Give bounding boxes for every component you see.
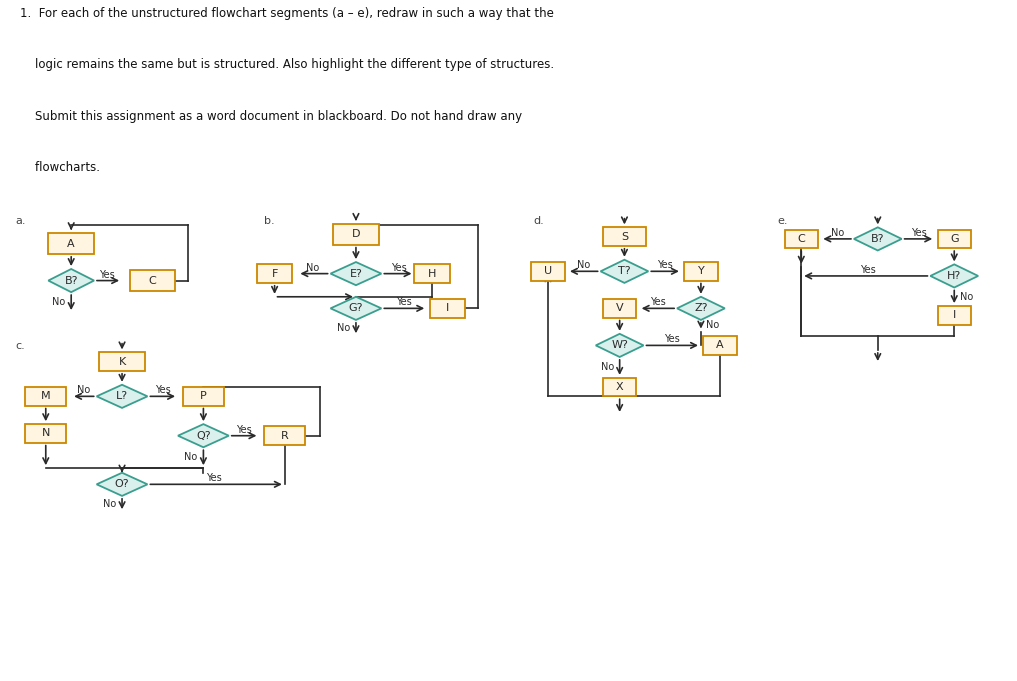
Text: No: No xyxy=(706,321,719,330)
Text: Submit this assignment as a word document in blackboard. Do not hand draw any: Submit this assignment as a word documen… xyxy=(20,110,523,123)
Text: flowcharts.: flowcharts. xyxy=(20,161,100,174)
FancyBboxPatch shape xyxy=(603,227,646,246)
Text: A: A xyxy=(67,238,75,249)
Text: D: D xyxy=(352,229,360,239)
Polygon shape xyxy=(97,473,147,496)
Text: No: No xyxy=(103,498,116,509)
Text: R: R xyxy=(281,430,289,441)
Text: Yes: Yes xyxy=(155,385,171,396)
Text: I: I xyxy=(445,303,450,313)
FancyBboxPatch shape xyxy=(684,262,718,281)
Text: G?: G? xyxy=(349,303,363,313)
Text: No: No xyxy=(831,228,844,238)
Text: Yes: Yes xyxy=(99,270,115,280)
Text: A: A xyxy=(716,340,724,351)
Text: logic remains the same but is structured. Also highlight the different type of s: logic remains the same but is structured… xyxy=(20,58,554,71)
FancyBboxPatch shape xyxy=(704,336,736,355)
Text: M: M xyxy=(41,392,51,401)
Text: Z?: Z? xyxy=(695,303,708,313)
Polygon shape xyxy=(596,334,644,357)
Text: Yes: Yes xyxy=(860,265,876,275)
FancyBboxPatch shape xyxy=(784,229,818,248)
Text: Yes: Yes xyxy=(664,334,680,345)
Text: O?: O? xyxy=(115,479,129,490)
FancyBboxPatch shape xyxy=(603,299,637,317)
Text: No: No xyxy=(306,263,319,272)
Text: No: No xyxy=(960,291,973,302)
Text: No: No xyxy=(184,452,197,462)
Polygon shape xyxy=(331,297,381,320)
FancyBboxPatch shape xyxy=(49,233,95,254)
FancyBboxPatch shape xyxy=(25,387,66,406)
Text: c.: c. xyxy=(15,340,25,351)
Text: P: P xyxy=(200,392,206,401)
FancyBboxPatch shape xyxy=(130,270,175,291)
Text: 1.  For each of the unstructured flowchart segments (a – e), redraw in such a wa: 1. For each of the unstructured flowchar… xyxy=(20,7,554,20)
FancyBboxPatch shape xyxy=(938,306,971,325)
Text: H: H xyxy=(428,268,436,279)
Polygon shape xyxy=(854,227,902,251)
Text: W?: W? xyxy=(611,340,629,351)
FancyBboxPatch shape xyxy=(415,264,451,283)
FancyBboxPatch shape xyxy=(938,229,971,248)
FancyBboxPatch shape xyxy=(264,426,305,445)
Text: No: No xyxy=(77,385,91,396)
Text: S: S xyxy=(620,232,629,242)
FancyBboxPatch shape xyxy=(531,262,564,281)
Text: I: I xyxy=(953,311,956,320)
Text: No: No xyxy=(337,323,350,333)
Text: Yes: Yes xyxy=(650,298,666,307)
Text: No: No xyxy=(601,362,614,373)
Text: L?: L? xyxy=(116,392,128,401)
Text: E?: E? xyxy=(350,268,362,279)
Text: Q?: Q? xyxy=(196,430,211,441)
Text: X: X xyxy=(616,382,623,392)
Polygon shape xyxy=(97,385,147,408)
Text: F: F xyxy=(272,268,278,279)
FancyBboxPatch shape xyxy=(100,352,144,371)
Text: Yes: Yes xyxy=(910,228,926,238)
Text: C: C xyxy=(148,276,157,285)
Text: No: No xyxy=(578,260,591,270)
Text: Yes: Yes xyxy=(205,473,222,484)
Polygon shape xyxy=(49,269,95,292)
Text: Yes: Yes xyxy=(236,425,252,434)
Text: C: C xyxy=(797,234,805,244)
FancyBboxPatch shape xyxy=(183,387,224,406)
FancyBboxPatch shape xyxy=(257,264,293,283)
FancyBboxPatch shape xyxy=(430,299,466,317)
Text: a.: a. xyxy=(15,216,25,225)
Text: No: No xyxy=(52,298,65,307)
Text: B?: B? xyxy=(64,276,78,285)
Polygon shape xyxy=(178,424,229,447)
FancyBboxPatch shape xyxy=(25,424,66,443)
Text: Yes: Yes xyxy=(657,260,673,270)
Text: Yes: Yes xyxy=(397,298,412,307)
Text: H?: H? xyxy=(947,271,961,281)
Text: d.: d. xyxy=(534,216,544,225)
Text: e.: e. xyxy=(777,216,788,225)
Text: U: U xyxy=(544,266,552,276)
Text: T?: T? xyxy=(618,266,631,276)
Polygon shape xyxy=(331,262,381,285)
Text: b.: b. xyxy=(264,216,275,225)
Text: V: V xyxy=(616,303,623,313)
Polygon shape xyxy=(600,259,649,283)
FancyBboxPatch shape xyxy=(334,224,379,244)
Text: K: K xyxy=(118,357,126,366)
Text: G: G xyxy=(950,234,959,244)
Text: B?: B? xyxy=(871,234,885,244)
Polygon shape xyxy=(931,264,978,287)
Text: Yes: Yes xyxy=(392,263,407,272)
FancyBboxPatch shape xyxy=(603,378,637,396)
Polygon shape xyxy=(677,297,725,320)
Text: N: N xyxy=(42,428,50,439)
Text: Y: Y xyxy=(698,266,705,276)
